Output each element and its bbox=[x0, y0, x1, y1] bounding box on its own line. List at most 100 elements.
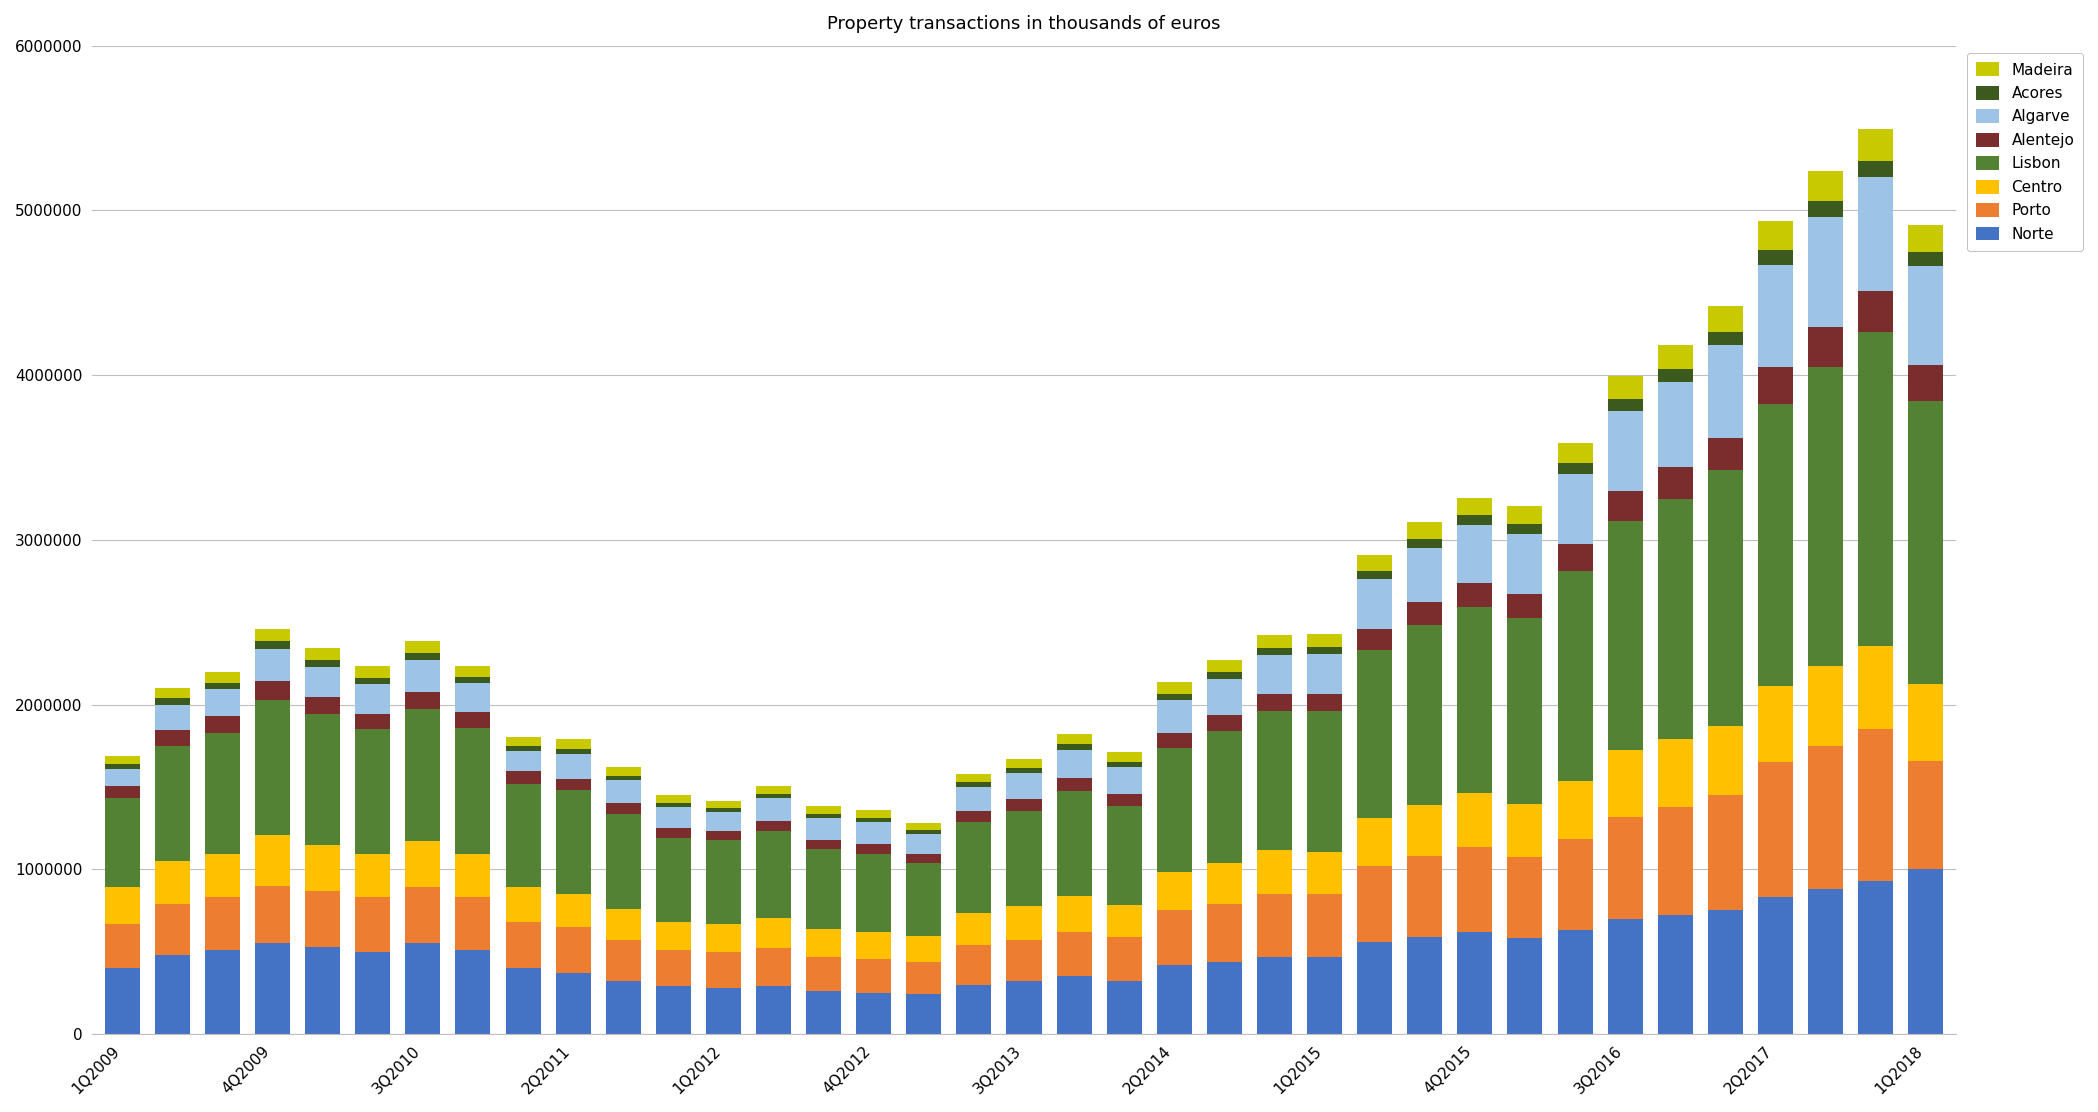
Bar bbox=[1557, 781, 1592, 838]
Bar bbox=[1909, 684, 1943, 761]
Bar bbox=[806, 806, 841, 814]
Bar bbox=[1657, 346, 1693, 369]
Bar bbox=[1156, 872, 1192, 911]
Bar bbox=[304, 667, 340, 697]
Bar bbox=[556, 927, 592, 973]
Bar bbox=[1007, 758, 1041, 767]
Bar bbox=[1708, 306, 1743, 331]
Bar bbox=[556, 791, 592, 894]
Bar bbox=[1458, 932, 1492, 1034]
Bar bbox=[455, 727, 491, 854]
Bar bbox=[1808, 367, 1842, 666]
Bar bbox=[105, 768, 141, 786]
Bar bbox=[1007, 767, 1041, 773]
Bar bbox=[1758, 250, 1794, 266]
Bar bbox=[155, 731, 191, 746]
Bar bbox=[1506, 857, 1542, 939]
Bar bbox=[1758, 367, 1794, 404]
Bar bbox=[405, 842, 441, 887]
Bar bbox=[1506, 506, 1542, 524]
Bar bbox=[304, 697, 340, 714]
Bar bbox=[1307, 647, 1343, 654]
Bar bbox=[506, 751, 541, 772]
Bar bbox=[506, 772, 541, 784]
Bar bbox=[1106, 936, 1141, 981]
Bar bbox=[405, 943, 441, 1034]
Bar bbox=[1758, 897, 1794, 1034]
Bar bbox=[1408, 856, 1441, 936]
Bar bbox=[1057, 791, 1091, 896]
Bar bbox=[405, 654, 441, 661]
Bar bbox=[856, 844, 892, 854]
Bar bbox=[1458, 793, 1492, 847]
Bar bbox=[755, 832, 791, 917]
Bar bbox=[1257, 655, 1292, 694]
Bar bbox=[1506, 939, 1542, 1034]
Bar bbox=[1808, 666, 1842, 746]
Bar bbox=[556, 739, 592, 748]
Bar bbox=[1057, 744, 1091, 749]
Bar bbox=[1657, 467, 1693, 498]
Bar bbox=[1357, 570, 1393, 579]
Bar bbox=[806, 850, 841, 930]
Bar bbox=[1557, 463, 1592, 474]
Bar bbox=[657, 795, 690, 803]
Bar bbox=[506, 746, 541, 751]
Bar bbox=[1307, 634, 1343, 647]
Bar bbox=[1106, 905, 1141, 936]
Bar bbox=[256, 943, 290, 1034]
Bar bbox=[1257, 635, 1292, 648]
Bar bbox=[1708, 911, 1743, 1034]
Bar bbox=[1557, 544, 1592, 572]
Bar bbox=[755, 917, 791, 949]
Bar bbox=[856, 822, 892, 844]
Bar bbox=[455, 950, 491, 1034]
Bar bbox=[1408, 548, 1441, 603]
Bar bbox=[1357, 942, 1393, 1034]
Bar bbox=[1156, 911, 1192, 965]
Bar bbox=[806, 991, 841, 1034]
Bar bbox=[1909, 225, 1943, 251]
Bar bbox=[957, 945, 992, 984]
Bar bbox=[256, 648, 290, 681]
Bar bbox=[1859, 178, 1892, 290]
Bar bbox=[355, 714, 390, 729]
Bar bbox=[1408, 625, 1441, 805]
Bar bbox=[304, 659, 340, 667]
Bar bbox=[1007, 798, 1041, 811]
Bar bbox=[105, 756, 141, 764]
Bar bbox=[1007, 981, 1041, 1034]
Bar bbox=[806, 817, 841, 840]
Bar bbox=[1758, 686, 1794, 762]
Bar bbox=[1106, 762, 1141, 767]
Bar bbox=[1206, 962, 1242, 1034]
Bar bbox=[1307, 852, 1343, 894]
Bar bbox=[906, 854, 942, 863]
Bar bbox=[1057, 896, 1091, 932]
Bar bbox=[1657, 498, 1693, 739]
Bar bbox=[1408, 805, 1441, 856]
Bar bbox=[155, 705, 191, 731]
Bar bbox=[906, 830, 942, 834]
Bar bbox=[355, 897, 390, 952]
Bar bbox=[1808, 888, 1842, 1034]
Bar bbox=[606, 814, 640, 909]
Bar bbox=[755, 798, 791, 821]
Bar bbox=[657, 950, 690, 986]
Bar bbox=[155, 861, 191, 904]
Bar bbox=[304, 648, 340, 659]
Bar bbox=[1307, 694, 1343, 712]
Bar bbox=[906, 936, 942, 962]
Bar bbox=[405, 709, 441, 842]
Bar bbox=[1458, 498, 1492, 516]
Bar bbox=[1408, 936, 1441, 1034]
Bar bbox=[806, 956, 841, 991]
Bar bbox=[606, 981, 640, 1034]
Bar bbox=[1657, 915, 1693, 1034]
Bar bbox=[304, 844, 340, 891]
Bar bbox=[405, 887, 441, 943]
Bar bbox=[206, 897, 239, 950]
Bar bbox=[455, 665, 491, 677]
Bar bbox=[1357, 651, 1393, 818]
Bar bbox=[657, 807, 690, 828]
